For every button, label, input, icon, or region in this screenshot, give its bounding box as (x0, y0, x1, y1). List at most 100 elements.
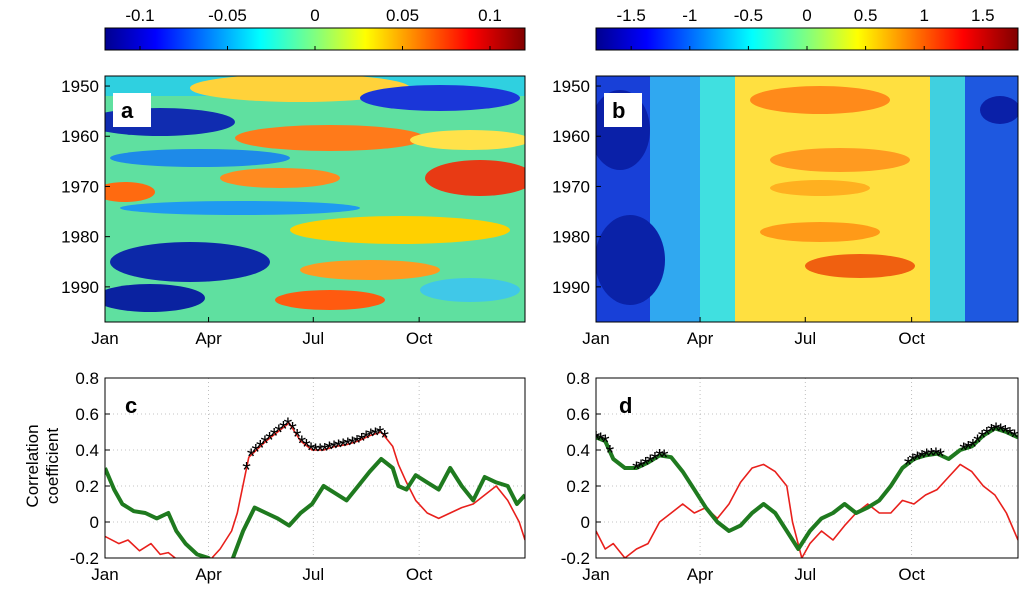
colorbar-tick-label: 0.1 (478, 6, 502, 25)
line-panel-c: ******************************* -0.200.2… (23, 369, 526, 584)
significance-marker: * (959, 438, 968, 463)
x-tick-label: Jan (91, 565, 118, 584)
significance-marker: * (918, 445, 927, 470)
significance-marker: * (288, 417, 297, 442)
significance-marker: * (596, 428, 605, 453)
significance-marker: * (992, 418, 1001, 443)
significance-marker: * (1010, 425, 1019, 450)
significance-marker: * (909, 449, 918, 474)
x-tick-label: Jan (582, 565, 609, 584)
significance-marker: * (247, 444, 256, 469)
y-tick-label: 0.2 (75, 477, 99, 496)
significance-marker: * (307, 438, 316, 463)
y-tick-label: 0.4 (75, 441, 99, 460)
y-tick-label: 1960 (552, 127, 590, 146)
y-tick-label: 1970 (61, 177, 99, 196)
y-tick-label: 1980 (552, 228, 590, 247)
significance-marker: * (606, 440, 615, 465)
x-tick-label: Apr (687, 329, 714, 348)
significance-marker: * (261, 431, 270, 456)
significance-marker: * (334, 435, 343, 460)
y-tick-label: -0.2 (561, 549, 590, 568)
y-tick-label: 1990 (61, 278, 99, 297)
significance-marker: * (1001, 421, 1010, 446)
significance-marker: * (279, 417, 288, 442)
significance-marker: * (344, 433, 353, 458)
significance-marker: * (251, 440, 260, 465)
y-tick-label: 1980 (61, 228, 99, 247)
colorbar-a: -0.1 -0.05 0 0.05 0.1 (104, 6, 526, 51)
colorbar-tick-label: 1 (919, 6, 928, 25)
x-tick-label: Apr (195, 565, 222, 584)
y-tick-label: 0.4 (566, 441, 590, 460)
y-axis-label-line1: Correlation (23, 424, 42, 507)
x-tick-label: Jul (794, 565, 816, 584)
panel-d-label: d (619, 393, 632, 418)
significance-marker: * (302, 435, 311, 460)
colorbar-tick-label: 0.05 (386, 6, 419, 25)
significance-marker: * (969, 434, 978, 459)
significance-marker: * (357, 428, 366, 453)
significance-marker: * (913, 447, 922, 472)
significance-marker: * (371, 423, 380, 448)
significance-marker: * (973, 430, 982, 455)
significance-marker: * (592, 426, 601, 451)
significance-marker: * (651, 447, 660, 472)
significance-marker: * (987, 420, 996, 445)
x-tick-label: Jul (302, 329, 324, 348)
significance-marker: * (978, 426, 987, 451)
significance-marker: * (964, 436, 973, 461)
heatmap-panel-a: 1950 1960 1970 1980 1990 Jan Apr Jul Oct a (61, 75, 526, 348)
significance-marker: * (983, 422, 992, 447)
significance-marker: * (362, 426, 371, 451)
y-tick-label: 1970 (552, 177, 590, 196)
x-tick-label: Apr (687, 565, 714, 584)
y-tick-label: 0 (90, 513, 99, 532)
series-line-red (105, 422, 525, 558)
y-tick-label: 0.2 (566, 477, 590, 496)
y-tick-label: 1990 (552, 278, 590, 297)
y-tick-label: -0.2 (70, 549, 99, 568)
x-tick-label: Jul (794, 329, 816, 348)
x-tick-label: Jul (302, 565, 324, 584)
significance-marker: * (330, 436, 339, 461)
colorbar-tick-label: -1 (682, 6, 697, 25)
significance-marker: * (353, 430, 362, 455)
panel-b-label-box (604, 93, 642, 127)
significance-marker: * (284, 413, 293, 438)
x-tick-label: Jan (91, 329, 118, 348)
x-tick-label: Apr (195, 329, 222, 348)
panel-a-label: a (121, 98, 134, 123)
y-tick-label: 1960 (61, 127, 99, 146)
significance-marker: * (320, 439, 329, 464)
significance-marker: * (922, 444, 931, 469)
colorbar-tick-label: -1.5 (617, 6, 646, 25)
heatmap-panel-b: 1950 1960 1970 1980 1990 Jan Apr Jul Oct b (552, 75, 1019, 348)
significance-marker: * (270, 424, 279, 449)
significance-marker: * (632, 457, 641, 482)
colorbar-tick-label: 0 (310, 6, 319, 25)
significance-marker: * (936, 444, 945, 469)
y-tick-label: 0.6 (75, 405, 99, 424)
x-tick-label: Oct (898, 565, 925, 584)
series-line-green (596, 426, 1018, 551)
significance-marker: * (927, 444, 936, 469)
colorbar-tick-label: 1.5 (971, 6, 995, 25)
significance-marker: * (376, 421, 385, 446)
y-tick-label: 0 (581, 513, 590, 532)
significance-marker: * (265, 427, 274, 452)
significance-marker: * (242, 457, 251, 482)
significance-marker: * (311, 439, 320, 464)
significance-marker: * (339, 434, 348, 459)
x-tick-label: Oct (406, 329, 433, 348)
panel-b-label: b (612, 98, 625, 123)
significance-marker: * (325, 437, 334, 462)
colorbar-tick-label: -0.1 (125, 6, 154, 25)
line-panel-d: *********** ******** ************ -0.200.2… (561, 369, 1019, 584)
significance-marker: * (655, 444, 664, 469)
colorbar-tick-label: -0.05 (208, 6, 247, 25)
significance-marker: * (646, 450, 655, 475)
y-axis-label-line2: coefficient (43, 428, 62, 505)
significance-marker: * (348, 432, 357, 457)
